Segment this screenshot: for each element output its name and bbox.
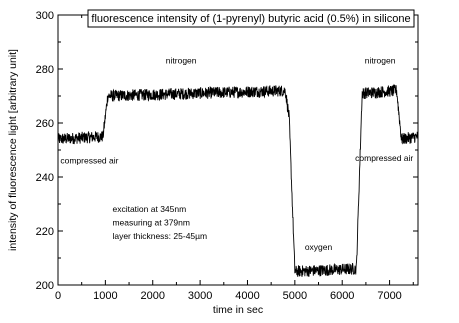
y-tick-label: 240 <box>36 172 54 184</box>
annotation-label: compressed air <box>355 153 413 163</box>
annotation-label: measuring at 379nm <box>112 218 190 228</box>
chart-title: fluorescence intensity of (1-pyrenyl) bu… <box>91 13 410 25</box>
annotation-label: oxygen <box>305 242 333 252</box>
y-tick-label: 200 <box>36 280 54 292</box>
y-tick-label: 280 <box>36 64 54 76</box>
y-axis-label: intensity of fluorescence light [arbitra… <box>7 49 19 251</box>
x-tick-label: 3000 <box>188 290 212 302</box>
x-tick-label: 2000 <box>140 290 164 302</box>
x-axis-label: time in sec <box>213 304 263 316</box>
x-tick-label: 0 <box>55 290 61 302</box>
x-tick-label: 7000 <box>377 290 401 302</box>
annotation-label: nitrogen <box>166 56 197 66</box>
y-tick-label: 220 <box>36 226 54 238</box>
annotation-label: compressed air <box>60 156 118 166</box>
series-line <box>58 85 418 277</box>
annotation-label: excitation at 345nm <box>112 204 186 214</box>
x-tick-label: 5000 <box>283 290 307 302</box>
x-tick-label: 1000 <box>93 290 117 302</box>
y-axis: 200 220 240 260 280 300 <box>36 10 418 292</box>
x-tick-label: 6000 <box>330 290 354 302</box>
annotation-label: layer thickness: 25-45µm <box>112 231 207 241</box>
y-tick-label: 260 <box>36 118 54 130</box>
x-tick-label: 4000 <box>235 290 259 302</box>
y-tick-label: 300 <box>36 10 54 22</box>
annotations: nitrogen compressed air oxygen nitrogen comp… <box>60 56 413 252</box>
annotation-label: nitrogen <box>365 56 396 66</box>
